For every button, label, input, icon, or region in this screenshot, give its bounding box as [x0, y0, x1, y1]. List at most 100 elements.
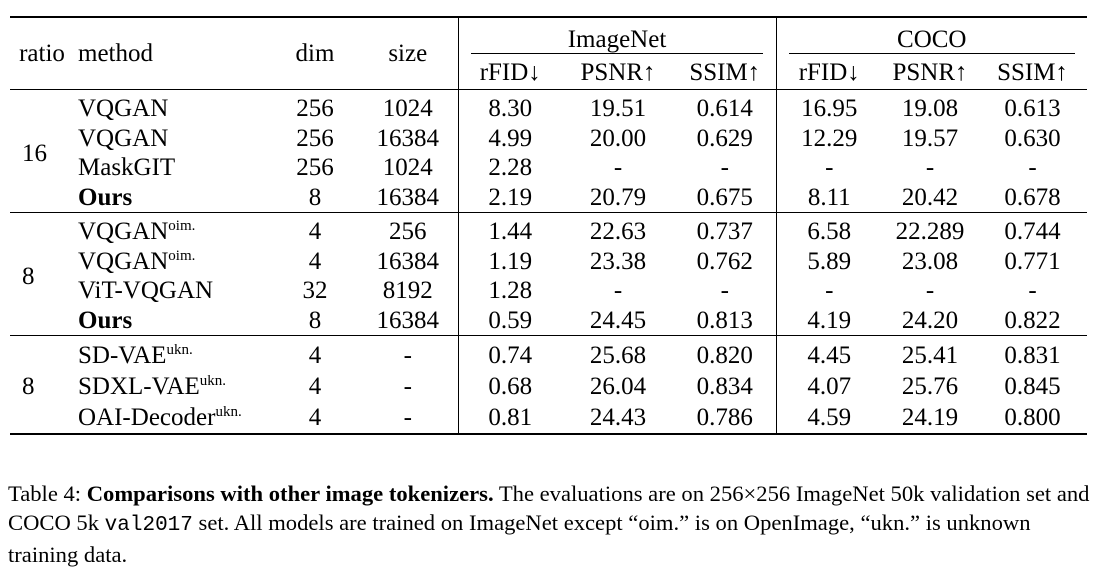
size-cell: 256: [389, 218, 427, 246]
method-cell: MaskGIT: [74, 153, 272, 183]
dim-cell: 8: [308, 183, 322, 211]
caption-text-1: The evaluations are on 256×256 ImageNet …: [8, 481, 1090, 535]
co-rfid-cell: 8.11: [775, 182, 882, 213]
group-rule-cell: [358, 212, 458, 217]
header-ratio: ratio: [10, 16, 74, 90]
method-cell: ViT-VQGAN: [74, 276, 272, 306]
dim-cell: 4: [272, 402, 358, 435]
in-psnr-cell: 20.00: [589, 124, 647, 152]
dim-cell: 4: [308, 247, 322, 275]
training-data-superscript: oim.: [168, 218, 196, 235]
in-rfid-cell: 1.28: [457, 276, 562, 306]
in-rfid-cell: 0.59: [457, 305, 562, 336]
in-ssim-cell: 0.629: [696, 124, 753, 152]
method-name: Ours: [78, 183, 133, 211]
dim-cell: 32: [302, 277, 328, 305]
method-cell: VQGAN: [74, 94, 272, 124]
size-cell: 16384: [376, 183, 440, 211]
in-ssim-cell: 0.786: [674, 402, 776, 435]
co-rfid-cell: 4.07: [775, 371, 882, 402]
caption-label: Table 4:: [8, 481, 82, 506]
table-caption: Table 4: Comparisons with other image to…: [8, 479, 1090, 569]
in-psnr-cell: 26.04: [589, 373, 647, 400]
in-psnr-cell: 25.68: [589, 342, 647, 369]
header-coco-ssim: SSIM↑: [997, 58, 1068, 86]
in-psnr-cell: -: [613, 154, 623, 182]
caption-text-2: set. All models are trained on ImageNet …: [8, 510, 1031, 567]
method-name: VQGAN: [78, 124, 169, 152]
in-ssim-cell: 0.675: [696, 183, 753, 211]
co-ssim-cell: 0.845: [1004, 373, 1061, 400]
in-ssim-cell: 0.834: [696, 373, 753, 400]
in-psnr-cell: -: [613, 277, 623, 305]
co-psnr-cell: 24.20: [901, 306, 959, 334]
group-rule-cell: [457, 212, 562, 217]
method-name: OAI-Decoder: [78, 404, 216, 431]
co-ssim-cell: 0.744: [1004, 218, 1061, 246]
header-coco-psnr: PSNR↑: [892, 58, 968, 86]
in-psnr-cell: 22.63: [589, 218, 647, 246]
header-imagenet-ssim: SSIM↑: [689, 58, 761, 86]
group-rule-cell: [674, 89, 776, 94]
group-rule-cell: [74, 89, 272, 94]
group-rule-cell: [74, 212, 272, 217]
method-name: ViT-VQGAN: [78, 277, 214, 305]
co-ssim-cell: 0.800: [978, 402, 1087, 435]
co-psnr-cell: -: [925, 277, 935, 305]
method-cell: Ours: [74, 306, 272, 336]
group-rule-cell: [978, 212, 1087, 217]
group-rule-cell: [10, 89, 74, 94]
table-row: 8 SD-VAEukn. 4-0.74 25.68 0.820 4.45 25.41 0.83…: [10, 340, 1087, 435]
group-rule-cell: [272, 212, 358, 217]
group-rule-cell: [562, 212, 674, 217]
table-row: OAI-Decoderukn. 4-0.81 24.43 0.786 4.59 24.19…: [10, 402, 1087, 435]
group-rule-cell: [10, 335, 74, 340]
group-rule-cell: [775, 335, 882, 340]
method-name: SDXL-VAE: [78, 373, 200, 400]
co-rfid-cell: 12.29: [775, 123, 882, 153]
co-ssim-cell: 0.613: [1004, 95, 1061, 123]
header-coco-rfid: rFID↓: [775, 55, 882, 90]
group-rule-cell: [10, 212, 74, 217]
size-cell: -: [403, 373, 412, 400]
dim-cell: 4: [308, 342, 322, 369]
header-coco: COCO: [775, 16, 1087, 55]
co-rfid-cell: -: [775, 276, 882, 306]
method-name: VQGAN: [78, 95, 169, 123]
table-row: VQGANoim. 4 16384 1.19 23.38 0.762 5.89 23.08 0.…: [10, 246, 1087, 276]
in-ssim-cell: 0.762: [696, 247, 753, 275]
co-rfid-cell: 4.59: [775, 402, 882, 435]
in-psnr-cell: 20.79: [589, 183, 647, 211]
header-imagenet-rfid: rFID↓: [457, 55, 562, 90]
co-psnr-cell: 20.42: [901, 183, 959, 211]
size-cell: -: [403, 342, 412, 369]
size-cell: -: [358, 402, 458, 435]
header-method: method: [74, 16, 272, 90]
training-data-superscript: ukn.: [215, 404, 242, 420]
training-data-superscript: oim.: [168, 247, 196, 264]
group-rule-cell: [978, 89, 1087, 94]
size-cell: 1024: [382, 95, 433, 123]
in-rfid-cell: 0.68: [457, 371, 562, 402]
in-rfid-cell: 0.74: [457, 340, 562, 371]
size-cell: 1024: [382, 154, 433, 182]
dim-cell: 256: [296, 95, 334, 123]
in-psnr-cell: 24.45: [589, 306, 647, 334]
header-size: size: [358, 16, 458, 90]
group-rule-cell: [674, 212, 776, 217]
group-rule-cell: [457, 89, 562, 94]
method-cell: Ours: [74, 183, 272, 213]
co-ssim-cell: 0.822: [1004, 306, 1061, 334]
group-rule-cell: [562, 89, 674, 94]
caption-code: val2017: [104, 514, 193, 537]
table-row: Ours 8 16384 2.19 20.79 0.675 8.11 20.42 0.678: [10, 182, 1087, 213]
method-cell: SDXL-VAEukn.: [74, 371, 272, 402]
group-rule-cell: [358, 335, 458, 340]
co-psnr-cell: 23.08: [901, 247, 959, 275]
table-row: ViT-VQGAN 32 8192 1.28 - - - - -: [10, 276, 1087, 306]
co-psnr-cell: 24.19: [882, 402, 978, 435]
training-data-superscript: ukn.: [166, 342, 193, 358]
co-psnr-cell: 25.41: [901, 342, 959, 369]
co-psnr-cell: 25.76: [901, 373, 959, 400]
